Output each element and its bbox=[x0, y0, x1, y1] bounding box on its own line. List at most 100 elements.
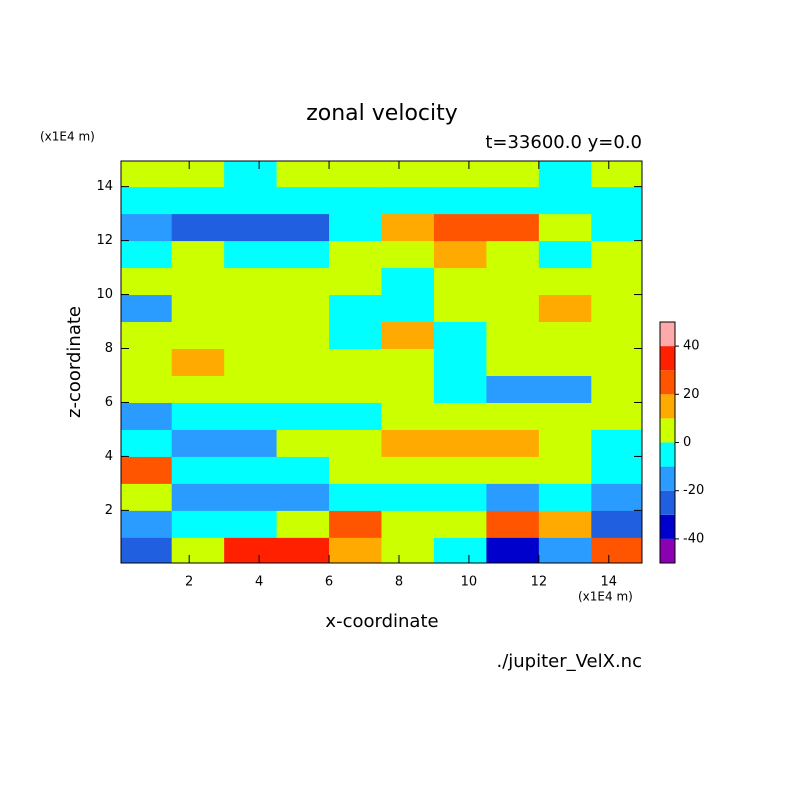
contour-cell bbox=[538, 483, 592, 511]
contour-cell bbox=[329, 348, 382, 376]
x-tick-label: 6 bbox=[325, 575, 333, 590]
contour-cell bbox=[433, 510, 487, 538]
contour-cell bbox=[276, 402, 330, 430]
contour-cell bbox=[224, 213, 278, 242]
x-tick-label: 10 bbox=[461, 575, 478, 590]
contour-cell bbox=[329, 510, 382, 538]
y-tick-label: 10 bbox=[96, 287, 113, 302]
contour-cell bbox=[329, 186, 382, 215]
contour-cell bbox=[224, 375, 278, 403]
colorbar-tick-label: 0 bbox=[683, 435, 691, 450]
contour-cell bbox=[224, 348, 278, 376]
contour-cell bbox=[433, 348, 487, 376]
contour-cell bbox=[433, 186, 487, 215]
contour-cell bbox=[591, 294, 643, 323]
colorbar-swatch bbox=[660, 418, 675, 443]
contour-cell bbox=[224, 483, 278, 511]
contour-cell bbox=[486, 483, 540, 511]
contour-cell bbox=[276, 161, 330, 188]
contour-cell bbox=[121, 537, 173, 564]
contour-cell bbox=[433, 537, 487, 564]
colorbar-tick-label: -40 bbox=[683, 531, 704, 546]
contour-cell bbox=[486, 294, 540, 323]
contour-cell bbox=[171, 510, 225, 538]
contour-cell bbox=[171, 375, 225, 403]
contour-cell bbox=[381, 510, 435, 538]
contour-cell bbox=[276, 240, 330, 269]
contour-cell bbox=[121, 161, 173, 188]
x-tick-label: 12 bbox=[531, 575, 548, 590]
contour-cell bbox=[486, 348, 540, 376]
contour-cell bbox=[433, 294, 487, 323]
contour-cell bbox=[329, 240, 382, 269]
x-tick-label: 2 bbox=[185, 575, 193, 590]
contour-cell bbox=[224, 456, 278, 484]
contour-cell bbox=[486, 537, 540, 564]
contour-cell bbox=[591, 375, 643, 403]
contour-cell bbox=[171, 186, 225, 215]
colorbar-swatch bbox=[660, 322, 675, 347]
contour-cell bbox=[486, 186, 540, 215]
contour-cell bbox=[486, 429, 540, 457]
contour-cell bbox=[171, 348, 225, 376]
contour-cell bbox=[591, 161, 643, 188]
contour-cell bbox=[276, 213, 330, 242]
contour-cell bbox=[486, 240, 540, 269]
chart-subtitle: t=33600.0 y=0.0 bbox=[485, 132, 642, 153]
contour-cell bbox=[433, 483, 487, 511]
chart-title: zonal velocity bbox=[306, 101, 458, 126]
contour-cell bbox=[486, 267, 540, 296]
contour-cell bbox=[538, 294, 592, 323]
contour-cell bbox=[591, 267, 643, 296]
contour-cell bbox=[433, 213, 487, 242]
colorbar-swatch bbox=[660, 442, 675, 467]
contour-cell bbox=[171, 483, 225, 511]
contour-cell bbox=[538, 348, 592, 376]
contour-cell bbox=[329, 537, 382, 564]
x-tick-label: 4 bbox=[255, 575, 263, 590]
contour-cell bbox=[381, 186, 435, 215]
contour-cell bbox=[381, 483, 435, 511]
contour-cell bbox=[121, 294, 173, 323]
contour-cell bbox=[486, 510, 540, 538]
contour-cell bbox=[591, 537, 643, 564]
contour-cell bbox=[381, 429, 435, 457]
contour-cell bbox=[381, 375, 435, 403]
colorbar-swatch bbox=[660, 346, 675, 371]
contour-cell bbox=[538, 213, 592, 242]
x-tick-label: 14 bbox=[601, 575, 618, 590]
contour-cell bbox=[329, 321, 382, 350]
contour-cell bbox=[433, 240, 487, 269]
contour-cell bbox=[329, 483, 382, 511]
contour-cell bbox=[276, 456, 330, 484]
contour-cell bbox=[329, 456, 382, 484]
contour-cell bbox=[329, 429, 382, 457]
contour-cell bbox=[171, 213, 225, 242]
contour-cell bbox=[538, 321, 592, 350]
contour-cell bbox=[329, 213, 382, 242]
y-tick-label: 2 bbox=[105, 503, 113, 518]
contour-cell bbox=[433, 161, 487, 188]
colorbar-swatch bbox=[660, 490, 675, 515]
contour-cell bbox=[329, 294, 382, 323]
contour-cell bbox=[121, 186, 173, 215]
contour-cell bbox=[276, 375, 330, 403]
contour-cell bbox=[224, 240, 278, 269]
y-tick-label: 8 bbox=[105, 341, 113, 356]
contour-cell bbox=[486, 456, 540, 484]
contour-cell bbox=[276, 321, 330, 350]
colorbar-swatch bbox=[660, 370, 675, 395]
colorbar: -40 -20 0 20 40 bbox=[659, 321, 704, 564]
contour-cell bbox=[329, 402, 382, 430]
contour-cell bbox=[276, 267, 330, 296]
contour-cell bbox=[381, 321, 435, 350]
contour-cell bbox=[224, 294, 278, 323]
y-unit: (x1E4 m) bbox=[40, 130, 95, 144]
contour-cell bbox=[121, 510, 173, 538]
contour-cell bbox=[171, 402, 225, 430]
contour-cell bbox=[121, 267, 173, 296]
contour-cell bbox=[276, 348, 330, 376]
contour-cell bbox=[121, 321, 173, 350]
contour-cell bbox=[538, 375, 592, 403]
